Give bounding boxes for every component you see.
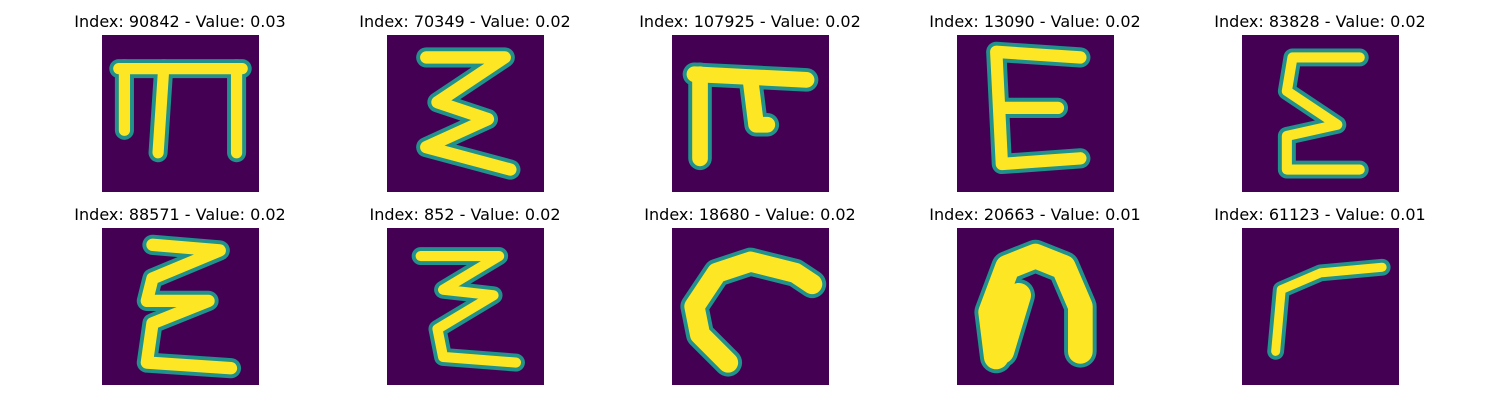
glyph-image xyxy=(102,35,259,192)
panel-title: Index: 20663 - Value: 0.01 xyxy=(929,205,1141,224)
panel-title: Index: 852 - Value: 0.02 xyxy=(369,205,561,224)
panel-title: Index: 83828 - Value: 0.02 xyxy=(1214,12,1426,31)
glyph-image xyxy=(957,228,1114,385)
glyph-image xyxy=(672,228,829,385)
glyph-image xyxy=(672,35,829,192)
panel-title: Index: 70349 - Value: 0.02 xyxy=(359,12,571,31)
panel-title: Index: 61123 - Value: 0.01 xyxy=(1214,205,1426,224)
panel-title: Index: 88571 - Value: 0.02 xyxy=(74,205,286,224)
panel-title: Index: 90842 - Value: 0.03 xyxy=(74,12,286,31)
glyph-image xyxy=(1242,35,1399,192)
glyph-image xyxy=(1242,228,1399,385)
glyph-image xyxy=(102,228,259,385)
glyph-image xyxy=(957,35,1114,192)
panel-title: Index: 13090 - Value: 0.02 xyxy=(929,12,1141,31)
glyph-image xyxy=(387,35,544,192)
panel-title: Index: 107925 - Value: 0.02 xyxy=(639,12,861,31)
panel-title: Index: 18680 - Value: 0.02 xyxy=(644,205,856,224)
glyph-image xyxy=(387,228,544,385)
